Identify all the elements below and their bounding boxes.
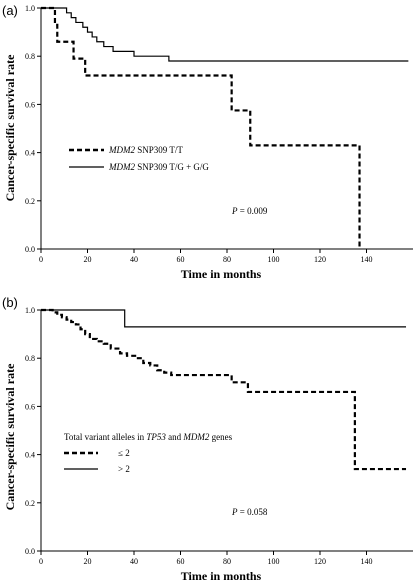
y-ticks: 0.0 0.2 0.4 0.6 0.8 1.0 (25, 306, 41, 556)
legend-title: Total variant alleles in TP53 and MDM2 g… (64, 432, 233, 442)
y-ticks: 0.0 0.2 0.4 0.6 0.8 1.0 (25, 4, 41, 254)
x-tick-label: 60 (177, 255, 185, 264)
x-tick-label: 20 (84, 557, 92, 566)
panel-a: (a) Cancer-specific survival rate 0 20 40 6… (2, 3, 413, 281)
x-tick-label: 20 (84, 255, 92, 264)
y-tick-label: 0.6 (25, 402, 35, 411)
y-axis-title: Cancer-specific survival rate (3, 54, 17, 202)
x-tick-label: 0 (39, 557, 43, 566)
legend-entry-solid: MDM2 SNP309 T/G + G/G (108, 162, 209, 172)
series-group (41, 308, 407, 471)
series-line-solid (41, 309, 407, 328)
series-line-solid (41, 7, 409, 62)
x-tick-label: 140 (361, 255, 373, 264)
x-ticks: 0 20 40 60 80 100 120 140 (39, 551, 373, 566)
y-axis-title: Cancer-specific survival rate (3, 363, 17, 511)
legend-entry-dashed: ≤ 2 (118, 448, 130, 458)
legend: Total variant alleles in TP53 and MDM2 g… (64, 432, 233, 474)
x-tick-label: 120 (314, 255, 326, 264)
y-tick-label: 0.0 (25, 245, 35, 254)
series-line-dashed (41, 6, 361, 249)
y-tick-label: 0.6 (25, 100, 35, 109)
x-tick-label: 40 (130, 557, 138, 566)
panel-b: (b) Cancer-specific survival rate 0 20 40 6… (2, 295, 413, 583)
legend: MDM2 SNP309 T/T MDM2 SNP309 T/G + G/G (69, 145, 209, 172)
y-tick-label: 0.2 (25, 197, 35, 206)
legend-entry-dashed: MDM2 SNP309 T/T (108, 145, 183, 155)
x-tick-label: 100 (268, 255, 280, 264)
p-value: P = 0.058 (231, 507, 268, 517)
y-tick-label: 0.8 (25, 354, 35, 363)
panel-label: (b) (2, 295, 18, 310)
x-tick-label: 120 (314, 557, 326, 566)
x-tick-label: 80 (223, 557, 231, 566)
x-axis-title: Time in months (181, 267, 262, 281)
y-tick-label: 0.2 (25, 499, 35, 508)
y-tick-label: 1.0 (25, 306, 35, 315)
y-tick-label: 0.8 (25, 52, 35, 61)
x-tick-label: 80 (223, 255, 231, 264)
legend-entry-solid: > 2 (118, 464, 130, 474)
panel-label: (a) (2, 3, 18, 18)
x-axis-title: Time in months (181, 569, 262, 583)
y-tick-label: 0.0 (25, 547, 35, 556)
series-line-dashed (41, 308, 407, 471)
y-tick-label: 0.4 (25, 451, 35, 460)
p-value: P = 0.009 (231, 206, 268, 216)
x-tick-label: 140 (361, 557, 373, 566)
x-tick-label: 100 (268, 557, 280, 566)
x-tick-label: 60 (177, 557, 185, 566)
x-tick-label: 40 (130, 255, 138, 264)
x-tick-label: 0 (39, 255, 43, 264)
y-tick-label: 0.4 (25, 149, 35, 158)
x-ticks: 0 20 40 60 80 100 120 140 (39, 249, 373, 264)
series-group (41, 6, 409, 249)
y-tick-label: 1.0 (25, 4, 35, 13)
